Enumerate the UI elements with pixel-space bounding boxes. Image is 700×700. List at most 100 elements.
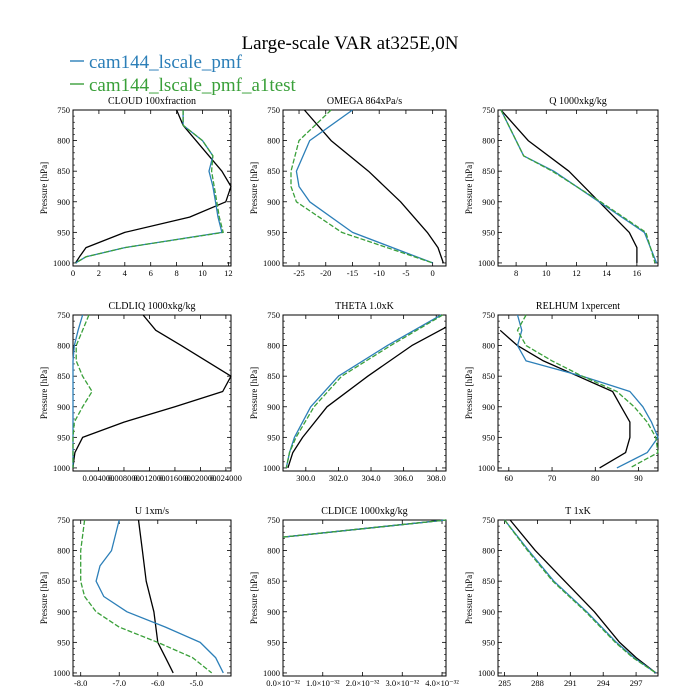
panel-3: CLDLIQ 1000xkg/kg 750 800 850 900 950 1000 0.00… [39,301,242,483]
y-tick-label: 800 [482,341,495,351]
y-axis-label: Pressure [hPa] [464,572,474,624]
series-line-2 [516,314,659,469]
y-tick-label: 950 [482,227,495,237]
x-tick-label: 306.0 [394,473,413,483]
y-tick-label: 850 [267,576,280,586]
x-tick-label: 308.0 [427,473,446,483]
y-tick-label: 850 [57,166,70,176]
panel-title: OMEGA 864xPa/s [327,96,402,107]
x-tick-label: 300.0 [296,473,315,483]
panel-title: THETA 1.0xK [335,301,394,312]
x-tick-label: 10 [198,268,207,278]
x-tick-label: 60 [505,473,514,483]
y-tick-label: 1000 [478,463,495,473]
panel-6: U 1xm/s 750 800 850 900 950 1000 -8.0 -7.0 -6.0 -5… [39,506,232,688]
x-tick-label: 0.024000 [210,473,242,483]
plot-frame [497,109,659,267]
y-tick-label: 900 [267,402,280,412]
x-tick-label: 4.0×10⁻³² [425,678,459,688]
plot-frame [72,519,232,677]
y-tick-label: 1000 [53,463,70,473]
x-tick-label: 6 [149,268,153,278]
y-tick-label: 900 [57,402,70,412]
y-tick-label: 1000 [478,258,495,268]
y-tick-label: 800 [267,341,280,351]
x-tick-label: 1.0×10⁻³² [306,678,340,688]
y-tick-label: 800 [267,136,280,146]
legend-label-0: cam144_lscale_pmf [89,52,243,73]
series-line-2 [504,519,657,674]
series-line-0 [499,329,631,469]
x-tick-label: 0 [71,268,75,278]
y-tick-label: 950 [57,637,70,647]
y-tick-label: 750 [57,515,70,525]
y-axis-label: Pressure [hPa] [464,162,474,214]
y-tick-label: 850 [482,371,495,381]
x-tick-label: 12 [224,268,233,278]
y-tick-label: 800 [57,546,70,556]
x-tick-label: 70 [548,473,557,483]
x-tick-label: 288 [531,678,544,688]
series-line-2 [500,109,656,264]
x-tick-label: 80 [591,473,600,483]
panel-4: THETA 1.0xK 750 800 850 900 950 1000 300.0 302.0… [249,301,447,483]
x-tick-label: 291 [564,678,577,688]
y-tick-label: 950 [267,227,280,237]
y-tick-label: 1000 [263,258,280,268]
series-line-2 [75,110,224,264]
series-line-0 [509,519,657,674]
series-line-1 [516,314,659,469]
panel-7: CLDICE 1000xkg/kg 750 800 850 900 950 10000.0×… [249,506,459,688]
x-tick-label: 2.0×10⁻³² [346,678,380,688]
x-tick-label: -20 [320,268,331,278]
plot-frame [497,314,659,472]
series-line-0 [500,109,638,263]
x-tick-label: 297 [630,678,643,688]
y-tick-label: 750 [267,310,280,320]
series-line-2 [80,519,213,674]
y-tick-label: 950 [482,637,495,647]
y-tick-label: 900 [482,402,495,412]
x-tick-label: -8.0 [74,678,87,688]
panel-title: U 1xm/s [135,506,169,517]
legend-label-1: cam144_lscale_pmf_a1test [89,75,297,96]
x-tick-label: 0.004000 [83,473,115,483]
y-axis-label: Pressure [hPa] [249,572,259,624]
y-tick-label: 850 [482,576,495,586]
series-line-1 [285,314,442,469]
y-tick-label: 950 [267,432,280,442]
y-tick-label: 1000 [53,668,70,678]
panel-title: CLOUD 100xfraction [108,96,196,107]
y-axis-label: Pressure [hPa] [39,572,49,624]
y-tick-label: 1000 [263,463,280,473]
y-tick-label: 800 [482,136,495,146]
y-tick-label: 750 [482,310,495,320]
series-line-0 [75,109,232,264]
y-tick-label: 1000 [263,668,280,678]
x-tick-label: -5 [402,268,409,278]
panel-2: Q 1000xkg/kg 750 800 850 900 950 1000 8 10 12 14 16… [464,96,659,278]
y-tick-label: 800 [57,136,70,146]
y-tick-label: 1000 [478,668,495,678]
x-tick-label: 2 [97,268,101,278]
x-tick-label: 285 [498,678,511,688]
series-line-1 [295,109,433,264]
series-line-2 [282,519,447,538]
y-tick-label: 750 [57,105,70,115]
x-tick-label: 14 [602,268,611,278]
x-tick-label: 12 [572,268,581,278]
x-tick-label: 16 [633,268,642,278]
y-tick-label: 900 [267,197,280,207]
x-tick-label: 302.0 [329,473,348,483]
plot-frame [282,519,447,677]
x-tick-label: 3.0×10⁻³² [386,678,420,688]
series-line-2 [72,314,93,468]
series-line-0 [287,326,447,469]
y-axis-label: Pressure [hPa] [249,367,259,419]
x-tick-label: 0 [431,268,435,278]
x-tick-label: 0.020000 [184,473,216,483]
x-tick-label: 4 [123,268,128,278]
y-tick-label: 750 [57,310,70,320]
